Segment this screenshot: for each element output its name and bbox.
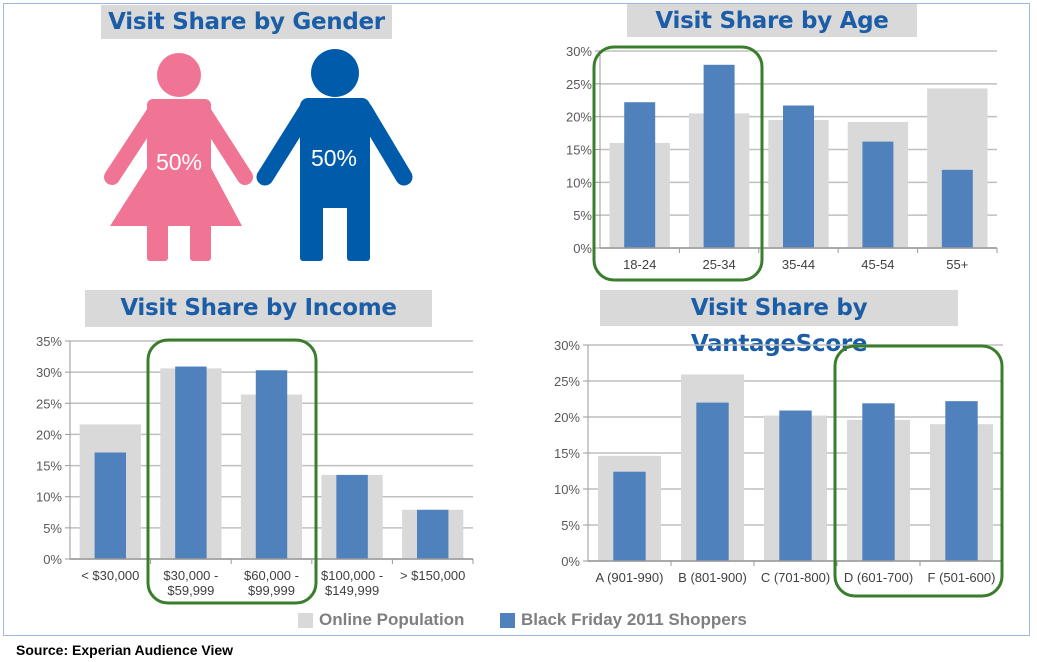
age-highlight-box <box>592 45 764 282</box>
income-bar-black-friday <box>94 452 127 559</box>
age-category-label: 55+ <box>946 257 968 272</box>
legend-black-friday: Black Friday 2011 Shoppers <box>500 610 747 630</box>
vantage-chart: 0% 5% 10% 15% 20% 25% 30% A (901-990) B (801-900… <box>554 338 1004 598</box>
vantage-bar-black-friday <box>779 410 812 561</box>
income-highlight-box <box>146 338 318 605</box>
age-ytick-label: 15% <box>566 143 592 158</box>
male-icon <box>256 49 413 261</box>
income-category-label: $59,999 <box>167 583 214 598</box>
income-category-label: > $150,000 <box>400 568 465 583</box>
income-ytick-label: 25% <box>36 396 62 411</box>
female-icon <box>104 53 253 261</box>
vantage-ytick-label: 5% <box>561 518 580 533</box>
vantage-category-label: F (501-600) <box>928 570 996 585</box>
income-bar-black-friday <box>255 370 288 559</box>
legend-swatch-online <box>298 612 313 628</box>
vantage-title: Visit Share by VantageScore <box>600 290 958 357</box>
age-category-label: 25-34 <box>702 257 735 272</box>
age-bar-black-friday <box>941 169 973 248</box>
vantage-category-label: D (601-700) <box>844 570 913 585</box>
vantage-bar-black-friday <box>696 402 729 561</box>
age-title: Visit Share by Age <box>627 4 917 37</box>
male-percent: 50% <box>311 145 357 171</box>
age-ytick-label: 20% <box>566 110 592 125</box>
frame-border <box>3 3 1030 636</box>
age-ytick-label: 10% <box>566 175 592 190</box>
vantage-bar-black-friday <box>613 471 646 561</box>
income-category-label: $149,999 <box>325 583 379 598</box>
income-ytick-label: 35% <box>36 334 62 349</box>
age-ytick-label: 30% <box>566 44 592 59</box>
income-category-label: $99,999 <box>248 583 295 598</box>
vantage-ytick-label: 20% <box>554 410 580 425</box>
income-chart: 0% 5% 10% 15% 20% 25% 30% 35% < $30,000 $30,000 -… <box>36 334 474 605</box>
income-category-label: $60,000 - <box>244 568 299 583</box>
vantage-category-label: B (801-900) <box>678 570 747 585</box>
income-bar-black-friday <box>175 366 207 559</box>
income-category-label: < $30,000 <box>81 568 139 583</box>
income-title: Visit Share by Income <box>85 290 432 327</box>
vantage-ytick-label: 0% <box>561 554 580 569</box>
age-bar-black-friday <box>862 141 894 248</box>
income-ytick-label: 30% <box>36 365 62 380</box>
age-chart: 0% 5% 10% 15% 20% 25% 30% 18-24 25-34 35-44 45-54 5… <box>566 44 998 282</box>
legend-label-online: Online Population <box>319 610 465 629</box>
vantage-ytick-label: 10% <box>554 482 580 497</box>
income-ytick-label: 5% <box>43 521 62 536</box>
female-percent: 50% <box>156 149 202 175</box>
vantage-ytick-label: 15% <box>554 446 580 461</box>
income-category-label: $30,000 - <box>163 568 218 583</box>
age-bar-black-friday <box>783 105 814 249</box>
vantage-highlight-box <box>833 344 1004 598</box>
income-ytick-label: 0% <box>43 552 62 567</box>
income-ytick-label: 10% <box>36 490 62 505</box>
vantage-bar-black-friday <box>945 401 978 561</box>
legend-online: Online Population <box>298 610 464 630</box>
vantage-category-label: A (901-990) <box>596 570 664 585</box>
age-category-label: 45-54 <box>861 257 894 272</box>
age-bar-black-friday <box>703 64 735 248</box>
age-ytick-label: 25% <box>566 77 592 92</box>
income-ytick-label: 15% <box>36 459 62 474</box>
income-bar-black-friday <box>416 509 449 559</box>
source-note: Source: Experian Audience View <box>16 642 234 658</box>
age-category-label: 18-24 <box>623 257 656 272</box>
vantage-bar-black-friday <box>862 403 895 561</box>
income-category-label: $100,000 - <box>321 568 383 583</box>
vantage-category-label: C (701-800) <box>761 570 830 585</box>
legend-swatch-black-friday <box>500 612 515 628</box>
gender-title: Visit Share by Gender <box>101 5 392 39</box>
age-category-label: 35-44 <box>782 257 815 272</box>
age-bar-black-friday <box>624 102 656 248</box>
age-ytick-label: 0% <box>573 241 592 256</box>
income-bar-black-friday <box>336 474 368 559</box>
vantage-ytick-label: 25% <box>554 374 580 389</box>
gender-figures: 50% 50% <box>104 49 413 261</box>
vantage-ytick-label: 30% <box>554 338 580 353</box>
income-ytick-label: 20% <box>36 427 62 442</box>
age-ytick-label: 5% <box>573 208 592 223</box>
legend-label-black-friday: Black Friday 2011 Shoppers <box>521 610 747 629</box>
